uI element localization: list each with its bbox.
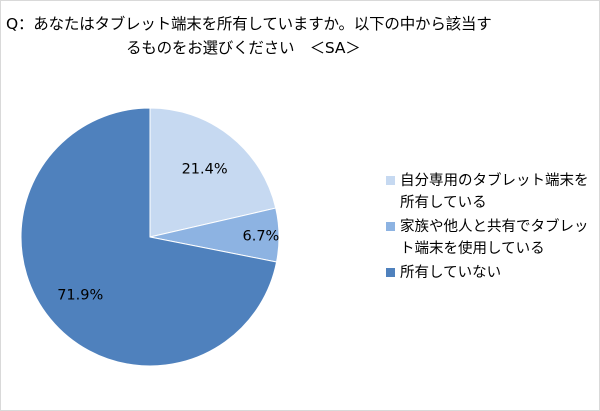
legend-label-own: 自分専用のタブレット端末を所有している [400,173,589,211]
legend-swatch-shared [386,222,395,231]
chart-title-line-2: るものをお選びください ＜SA＞ [126,39,361,57]
pie-slice-none [20,107,278,367]
legend-item-none: 所有していない [386,262,596,284]
legend-label-shared: 家族や他人と共有でタブレット端末を使用している [400,219,589,257]
data-label-own: 21.4% [182,161,228,177]
chart-title: Q：あなたはタブレット端末を所有していますか。以下の中から該当す るものをお選び… [6,12,566,60]
pie-slice-own [149,107,277,238]
legend-item-own: 自分専用のタブレット端末を所有している [386,170,596,214]
legend-label-none: 所有していない [400,265,502,281]
data-label-none: 71.9% [57,287,103,303]
chart-title-line-1: Q：あなたはタブレット端末を所有していますか。以下の中から該当す [6,15,492,33]
legend-swatch-own [386,176,395,185]
legend-swatch-none [386,268,395,277]
chart-legend: 自分専用のタブレット端末を所有している 家族や他人と共有でタブレット端末を使用し… [386,170,596,286]
data-label-shared: 6.7% [243,228,280,244]
legend-item-shared: 家族や他人と共有でタブレット端末を使用している [386,216,596,260]
